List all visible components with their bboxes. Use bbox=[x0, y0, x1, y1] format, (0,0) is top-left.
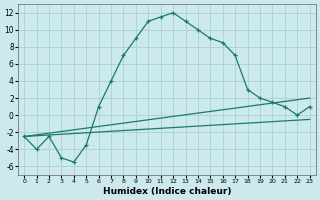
X-axis label: Humidex (Indice chaleur): Humidex (Indice chaleur) bbox=[103, 187, 231, 196]
